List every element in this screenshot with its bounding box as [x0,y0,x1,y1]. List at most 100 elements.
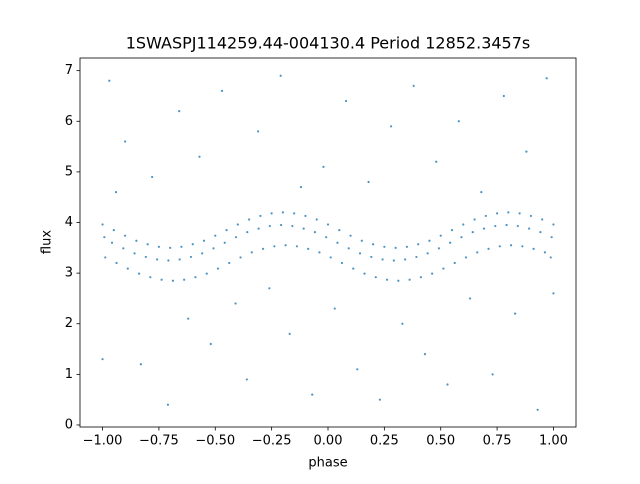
x-tick-label: −0.75 [139,434,179,449]
point [245,378,248,381]
chart-title: 1SWASPJ114259.44-004130.4 Period 12852.3… [126,34,531,53]
point [550,236,553,239]
y-tick-label: 7 [65,63,73,78]
point [114,191,118,194]
x-tick-label: 0.50 [426,434,455,449]
point [521,245,524,248]
point [236,223,239,226]
point [101,358,104,361]
point [385,278,389,281]
point [528,227,531,230]
point [482,227,486,230]
point [273,245,276,248]
point [552,223,555,226]
point [545,77,548,80]
point [326,223,330,226]
point [404,258,407,261]
point [205,272,208,275]
point [491,373,494,376]
point [112,228,115,232]
point [358,252,362,255]
x-tick-label: 0.75 [483,434,512,449]
point [356,368,359,371]
point [541,218,544,221]
point [532,247,535,250]
point [212,247,215,250]
point [371,243,375,246]
point [344,99,348,103]
point [352,267,355,270]
point [180,245,183,248]
point [543,251,546,254]
point [397,279,400,282]
point [536,408,539,411]
point [325,236,328,239]
point [198,155,201,158]
point [122,247,125,250]
point [449,241,452,244]
y-axis-label: flux [40,230,55,254]
point [311,393,314,396]
point [401,322,404,325]
point [431,272,434,275]
point [437,247,441,250]
y-tick-label: 4 [65,215,73,230]
point [108,79,111,82]
point [139,363,142,366]
point [261,247,265,250]
point [464,256,468,259]
point [299,185,303,189]
point [268,224,271,228]
point [110,241,114,244]
point [507,211,510,214]
point [408,278,411,281]
y-tick-label: 0 [65,417,73,432]
point [495,212,499,215]
point [394,246,397,249]
point [549,256,552,259]
point [279,74,282,77]
point [329,256,332,259]
x-tick-label: 0.25 [370,434,399,449]
x-axis-label: phase [308,456,347,471]
x-tick-label: 0.00 [314,434,343,449]
point [322,165,325,168]
point [295,245,298,248]
point [349,234,352,237]
point [318,251,321,254]
point [247,218,251,221]
point [288,332,291,335]
point [135,239,138,242]
point [453,261,456,265]
point [234,302,237,305]
point [539,231,542,234]
point [246,231,249,234]
point [487,247,490,250]
point [209,342,212,346]
point [446,383,449,386]
x-tick-label: −1.00 [83,434,123,449]
point [307,247,310,250]
point [417,243,420,246]
y-tick-label: 5 [65,164,73,179]
point [228,261,231,265]
point [160,278,163,281]
point [336,241,339,244]
point [473,218,476,221]
point [144,255,147,259]
point [374,276,377,279]
point [471,231,474,234]
point [115,261,118,265]
point [529,214,533,218]
point [338,228,341,232]
point [156,258,159,261]
point [484,214,487,218]
x-tick-label: −0.50 [195,434,235,449]
point [462,223,465,226]
point [225,228,228,232]
point [191,243,194,246]
point [419,276,422,279]
point [381,258,384,261]
point [468,297,472,300]
